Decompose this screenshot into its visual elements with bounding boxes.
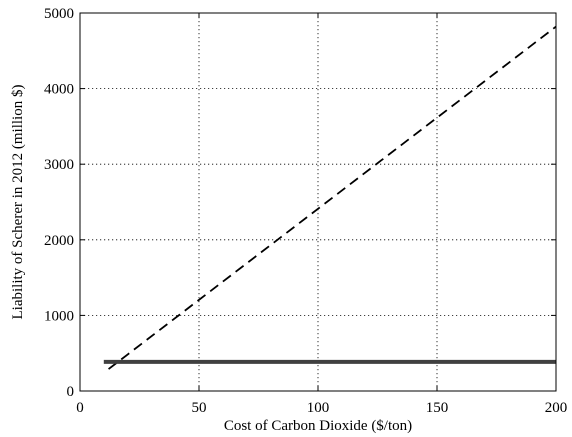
x-tick-label: 150 [426,400,449,416]
y-tick-label: 4000 [44,82,74,98]
y-tick-label: 1000 [44,308,74,324]
y-tick-label: 2000 [44,233,74,249]
x-axis-label: Cost of Carbon Dioxide ($/ton) [224,418,412,434]
x-tick-label: 200 [545,400,568,416]
series-line-1 [108,25,557,370]
grid [80,13,556,391]
y-tick-label: 0 [67,384,75,400]
x-tick-label: 0 [76,400,84,416]
y-tick-label: 5000 [44,6,74,22]
y-axis-label: Liability of Scherer in 2012 (million $) [10,85,26,320]
x-tick-label: 50 [192,400,207,416]
y-tick-label: 3000 [44,157,74,173]
series-layer [103,25,557,370]
x-tick-label: 100 [307,400,330,416]
